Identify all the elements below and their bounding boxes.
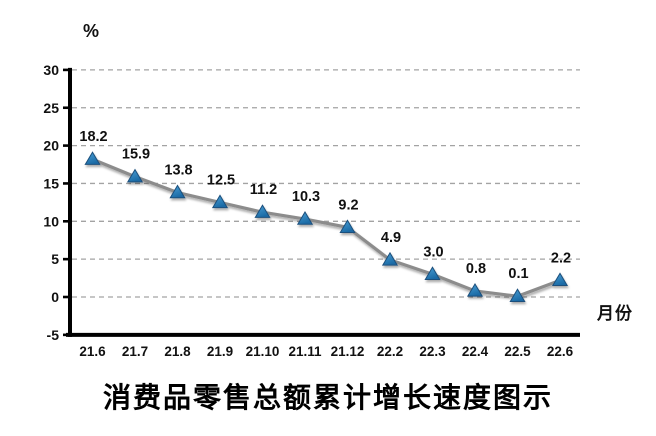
x-tick-label: 21.7 — [122, 344, 148, 359]
data-point-label: 11.2 — [250, 182, 277, 198]
y-tick-label: 15 — [43, 175, 59, 191]
x-tick-label: 21.10 — [246, 344, 280, 359]
data-point-label: 4.9 — [381, 230, 401, 246]
data-point-marker — [126, 168, 144, 183]
data-point-marker — [466, 282, 484, 297]
y-tick-label: 10 — [43, 213, 59, 229]
data-point-marker — [339, 219, 356, 234]
x-tick-label: 22.6 — [547, 344, 574, 359]
data-series — [84, 151, 569, 302]
x-tick-label: 21.12 — [331, 344, 365, 359]
data-point-label: 12.5 — [207, 172, 235, 188]
x-tick-label: 21.11 — [288, 344, 322, 359]
data-point-marker — [84, 151, 101, 165]
chart-title: 消费品零售总额累计增长速度图示 — [102, 383, 553, 414]
y-tick-label: 20 — [43, 138, 59, 154]
x-tick-label: 22.3 — [419, 344, 446, 359]
data-point-label: 0.1 — [508, 266, 528, 282]
data-point-marker — [551, 272, 569, 287]
x-tick-label: 21.8 — [164, 344, 191, 359]
data-point-label: 2.2 — [551, 250, 571, 266]
x-tick-label: 22.4 — [462, 344, 489, 359]
data-point-label: 15.9 — [122, 147, 150, 163]
data-point-marker — [424, 266, 441, 280]
data-point-marker — [296, 211, 314, 225]
x-tick-label: 21.9 — [207, 344, 233, 359]
data-point-marker — [509, 288, 526, 302]
data-point-label: 3.0 — [423, 244, 443, 260]
data-point-label: 0.8 — [466, 261, 486, 277]
x-tick-label: 22.5 — [504, 344, 531, 359]
y-tick-label: -5 — [47, 327, 60, 343]
data-point-marker — [381, 251, 399, 266]
y-tick-label: 0 — [51, 289, 59, 305]
data-point-label: 10.3 — [292, 189, 320, 205]
y-tick-label: 5 — [51, 251, 59, 267]
x-tick-label: 21.6 — [79, 344, 106, 359]
x-tick-label: 22.2 — [377, 344, 403, 359]
y-tick-label: 25 — [43, 100, 59, 116]
data-point-label: 9.2 — [338, 197, 358, 213]
y-axis-unit-label: % — [83, 21, 100, 41]
data-point-marker — [254, 204, 271, 218]
data-line — [90, 157, 562, 298]
data-point-marker — [211, 194, 229, 209]
data-point-label: 13.8 — [164, 163, 192, 179]
data-point-marker — [169, 184, 186, 199]
x-axis-unit-label: 月份 — [597, 304, 633, 323]
y-tick-label: 30 — [43, 62, 59, 78]
data-point-label: 18.2 — [79, 129, 107, 145]
